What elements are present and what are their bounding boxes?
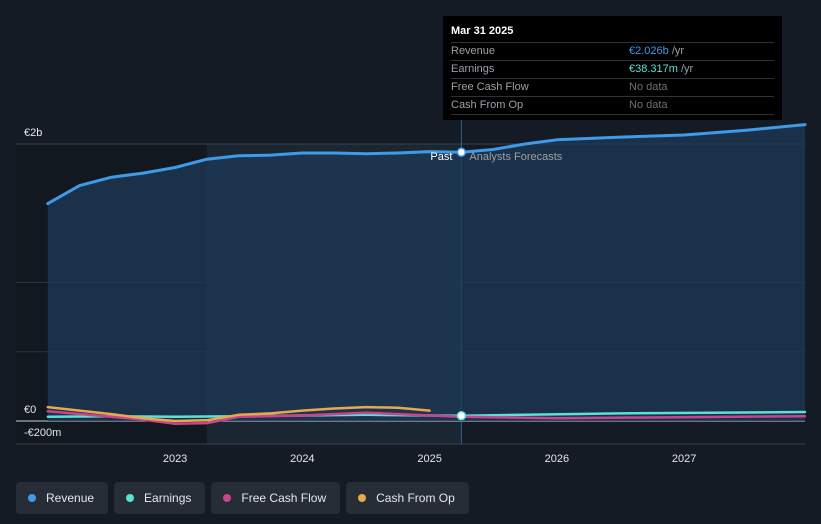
legend-dot-icon (28, 494, 36, 502)
past-label: Past (430, 151, 452, 163)
y-tick-label: €0 (24, 404, 36, 416)
legend-dot-icon (358, 494, 367, 502)
legend-label: Revenue (46, 491, 95, 505)
tooltip-unit: /yr (677, 63, 694, 75)
tooltip-row-earnings: Earnings €38.317m /yr (451, 60, 774, 78)
revenue-marker (456, 147, 467, 158)
revenue-area (47, 124, 806, 421)
chart-canvas: €2b €0 -€200m 2023 2024 2025 2026 2027 Past Analy… (16, 94, 807, 465)
legend-item-free-cash-flow[interactable]: Free Cash Flow (211, 482, 341, 514)
tooltip-label: Earnings (451, 63, 495, 75)
earnings-line (46, 410, 807, 419)
forecast-label: Analysts Forecasts (469, 151, 562, 163)
earnings-marker (456, 410, 467, 421)
y-tick-label: -€200m (24, 427, 61, 439)
legend-dot-icon (126, 494, 135, 502)
tooltip-value: No data (629, 99, 668, 111)
legend: Revenue Earnings Free Cash Flow Cash Fro… (16, 482, 469, 514)
tooltip-value: €2.026b (629, 45, 669, 57)
legend-label: Free Cash Flow (241, 491, 327, 505)
legend-item-earnings[interactable]: Earnings (114, 482, 206, 514)
legend-item-cash-from-op[interactable]: Cash From Op (346, 482, 469, 514)
x-tick-label: 2024 (290, 453, 314, 465)
tooltip-row-revenue: Revenue €2.026b /yr (451, 42, 774, 60)
x-tick-label: 2023 (163, 453, 187, 465)
legend-label: Earnings (144, 491, 192, 505)
free-cash-flow-line (46, 410, 807, 426)
x-tick-label: 2026 (545, 453, 569, 465)
tooltip-label: Free Cash Flow (451, 81, 529, 93)
tooltip-panel: Mar 31 2025 Revenue €2.026b /yr Earnings… (443, 16, 782, 120)
x-tick-label: 2027 (672, 453, 696, 465)
revenue-line (46, 123, 807, 206)
y-tick-label: €2b (24, 127, 42, 139)
tooltip-value: €38.317m (629, 63, 678, 75)
tooltip-label: Revenue (451, 45, 496, 57)
tooltip-row-cash-from-op: Cash From Op No data (451, 96, 774, 115)
x-tick-label: 2025 (417, 453, 441, 465)
tooltip-unit: /yr (668, 45, 685, 57)
tooltip-label: Cash From Op (451, 99, 524, 111)
cash-from-op-line (46, 405, 431, 423)
legend-dot-icon (223, 494, 232, 502)
tooltip-value: No data (629, 81, 668, 93)
tooltip-row-free-cash-flow: Free Cash Flow No data (451, 78, 774, 96)
legend-item-revenue[interactable]: Revenue (16, 482, 109, 514)
legend-label: Cash From Op (376, 491, 455, 505)
tooltip-date: Mar 31 2025 (451, 25, 514, 37)
